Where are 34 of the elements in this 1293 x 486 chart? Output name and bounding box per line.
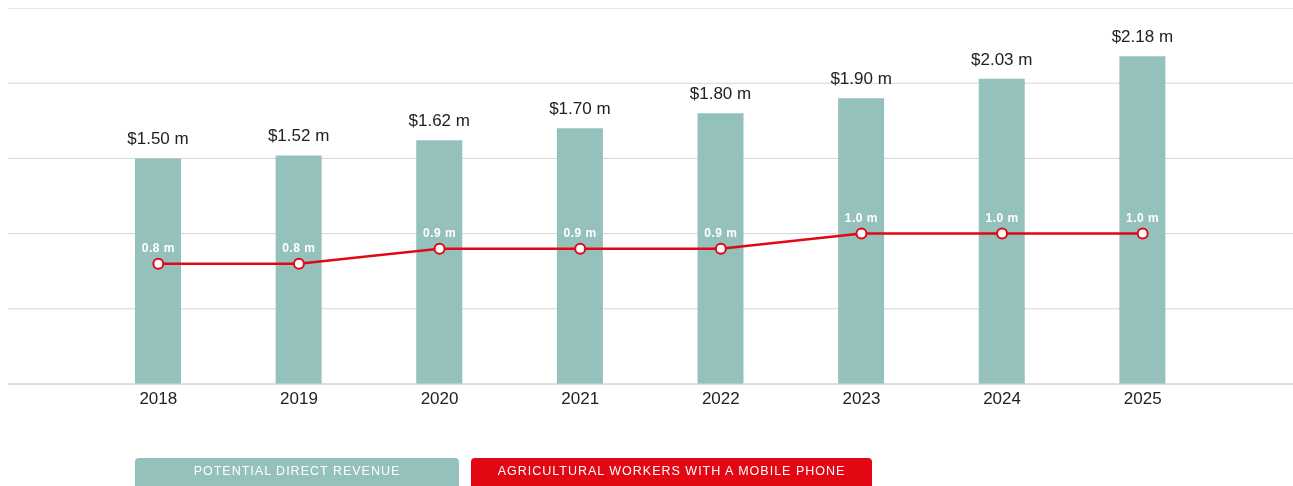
- data-label: $1.70 m: [549, 99, 611, 119]
- x-tick-label: 2025: [1123, 389, 1162, 409]
- bar: [838, 98, 885, 384]
- x-tick-label: 2021: [561, 389, 600, 409]
- x-tick-label: 2023: [842, 389, 881, 409]
- x-tick-label: 2022: [701, 389, 740, 409]
- data-label: $1.50 m: [127, 129, 189, 149]
- bar: [1119, 56, 1166, 384]
- bar: [275, 155, 322, 384]
- data-label: 1.0 m: [985, 210, 1019, 225]
- bar: [135, 158, 181, 384]
- data-label: 1.0 m: [844, 210, 879, 225]
- bar: [416, 140, 463, 384]
- data-label: 0.9 m: [704, 225, 738, 240]
- bar: [697, 113, 744, 384]
- data-label: 0.9 m: [422, 225, 457, 240]
- data-label: $2.03 m: [971, 49, 1033, 69]
- data-label: 1.0 m: [1126, 210, 1160, 225]
- text: POTENTIAL DIRECT REVENUE: [135, 458, 459, 486]
- x-tick-label: 2018: [139, 389, 178, 409]
- bar: [978, 78, 1025, 384]
- data-label: $1.90 m: [830, 69, 892, 89]
- bar: [556, 128, 603, 384]
- data-label: $2.18 m: [1111, 27, 1174, 47]
- data-label: 0.8 m: [141, 240, 175, 255]
- data-label: $1.80 m: [689, 84, 752, 104]
- data-label: $1.62 m: [408, 111, 470, 131]
- x-tick-label: 2020: [420, 389, 459, 409]
- data-label: 0.8 m: [282, 240, 316, 255]
- x-tick-label: 2024: [983, 389, 1021, 409]
- data-label: 0.9 m: [563, 225, 597, 240]
- text: AGRICULTURAL WORKERS WITH A MOBILE PHONE: [471, 458, 872, 486]
- data-label: $1.52 m: [267, 126, 330, 146]
- x-tick-label: 2019: [280, 389, 318, 409]
